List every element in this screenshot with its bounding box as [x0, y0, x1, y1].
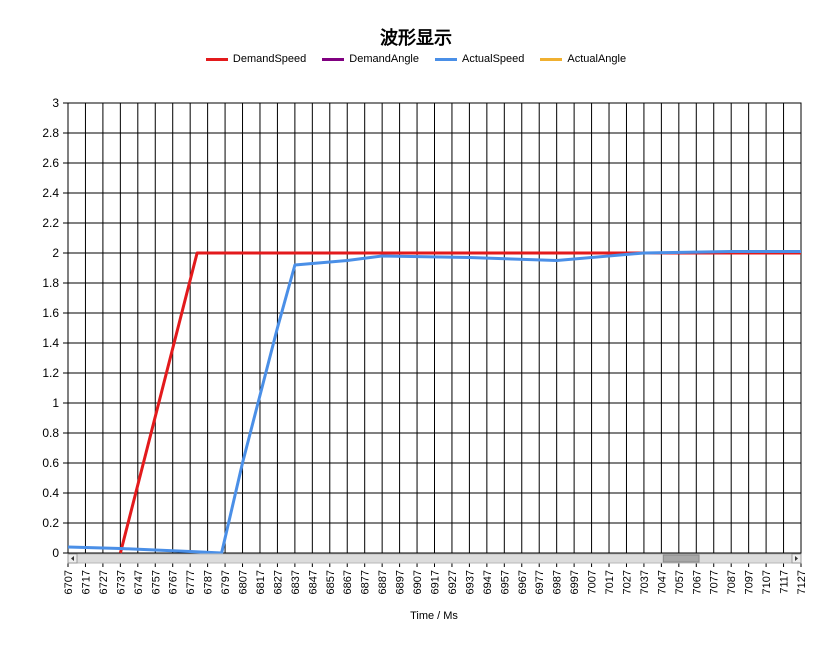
x-tick-label: 6797	[220, 570, 232, 594]
x-tick-label: 6747	[133, 570, 145, 594]
y-tick-label: 0	[52, 546, 59, 560]
x-tick-label: 6757	[150, 570, 162, 594]
x-tick-label: 7097	[744, 570, 756, 594]
chevron-left-icon	[71, 556, 74, 561]
y-tick-label: 2.6	[42, 156, 59, 170]
x-tick-label: 6907	[412, 570, 424, 594]
y-tick-label: 1.2	[42, 366, 59, 380]
legend-label: ActualSpeed	[462, 53, 525, 65]
x-tick-label: 6977	[534, 570, 546, 594]
x-tick-label: 6777	[185, 570, 197, 594]
x-tick-label: 6967	[517, 570, 529, 594]
legend-label: DemandAngle	[349, 53, 419, 65]
x-tick-label: 7057	[674, 570, 686, 594]
y-tick-label: 1.6	[42, 306, 59, 320]
x-tick-label: 6997	[569, 570, 581, 594]
chart-title: 波形显示	[380, 28, 452, 49]
x-tick-label: 6887	[377, 570, 389, 594]
legend-item-demandspeed: DemandSpeed	[205, 53, 307, 65]
legend-label: ActualAngle	[567, 53, 627, 65]
y-tick-label: 0.4	[42, 486, 59, 500]
x-axis-label: Time / Ms	[410, 610, 458, 622]
x-tick-label: 6787	[203, 570, 215, 594]
x-tick-label: 7027	[621, 570, 633, 594]
legend-item-actualangle: ActualAngle	[540, 53, 626, 65]
x-tick-label: 7017	[604, 570, 616, 594]
legend-item-actualspeed: ActualSpeed	[435, 53, 524, 65]
x-tick-label: 6847	[307, 570, 319, 594]
x-tick-label: 6957	[499, 570, 511, 594]
y-tick-label: 2	[52, 246, 59, 260]
x-tick-label: 6877	[360, 570, 372, 594]
legend: DemandSpeed DemandAngle ActualSpeed ActualA…	[0, 53, 832, 65]
x-tick-label: 6927	[447, 570, 459, 594]
y-tick-label: 2.8	[42, 126, 59, 140]
legend-swatch	[540, 57, 563, 61]
x-tick-label: 6827	[272, 570, 284, 594]
x-tick-label: 6737	[115, 570, 127, 594]
y-tick-label: 2.4	[42, 186, 59, 200]
x-tick-label: 7007	[587, 570, 599, 594]
x-tick-label: 6917	[430, 570, 442, 594]
series-line-demandspeed	[118, 251, 801, 554]
y-tick-label: 3	[52, 96, 59, 110]
y-tick-label: 1.4	[42, 336, 59, 350]
chevron-right-icon	[795, 556, 798, 561]
x-tick-label: 6867	[342, 570, 354, 594]
scrollbar-thumb[interactable]	[662, 554, 700, 563]
x-tick-label: 6857	[325, 570, 337, 594]
legend-swatch	[435, 57, 457, 61]
x-tick-label: 6987	[552, 570, 564, 594]
y-tick-label: 2.2	[42, 216, 59, 230]
x-tick-label: 7107	[761, 570, 773, 594]
y-tick-label: 1	[52, 396, 59, 410]
legend-label: DemandSpeed	[232, 53, 307, 65]
x-tick-label: 6837	[290, 570, 302, 594]
y-tick-label: 0.6	[42, 456, 59, 470]
x-tick-label: 6937	[464, 570, 476, 594]
legend-swatch	[205, 57, 228, 61]
x-tick-label: 6767	[168, 570, 180, 594]
x-tick-label: 6817	[255, 570, 267, 594]
x-tick-label: 7047	[656, 570, 668, 594]
legend-item-demandangle: DemandAngle	[322, 53, 419, 65]
y-tick-label: 0.2	[42, 516, 59, 530]
x-tick-label: 7067	[691, 570, 703, 594]
series-line-actualspeed	[67, 250, 801, 555]
x-tick-label: 6727	[98, 570, 110, 594]
x-tick-label: 6717	[80, 570, 92, 594]
x-tick-label: 7077	[709, 570, 721, 594]
x-tick-label: 7117	[779, 570, 791, 594]
x-tick-label: 6897	[395, 570, 407, 594]
legend-swatch	[322, 57, 345, 61]
x-tick-label: 7127	[796, 570, 808, 594]
y-tick-label: 1.8	[42, 276, 59, 290]
y-tick-label: 0.8	[42, 426, 59, 440]
x-tick-label: 7037	[639, 570, 651, 594]
x-tick-label: 6707	[63, 570, 75, 594]
x-tick-label: 7087	[726, 570, 738, 594]
x-tick-label: 6807	[238, 570, 250, 594]
x-tick-label: 6947	[482, 570, 494, 594]
plot-border	[67, 102, 802, 554]
